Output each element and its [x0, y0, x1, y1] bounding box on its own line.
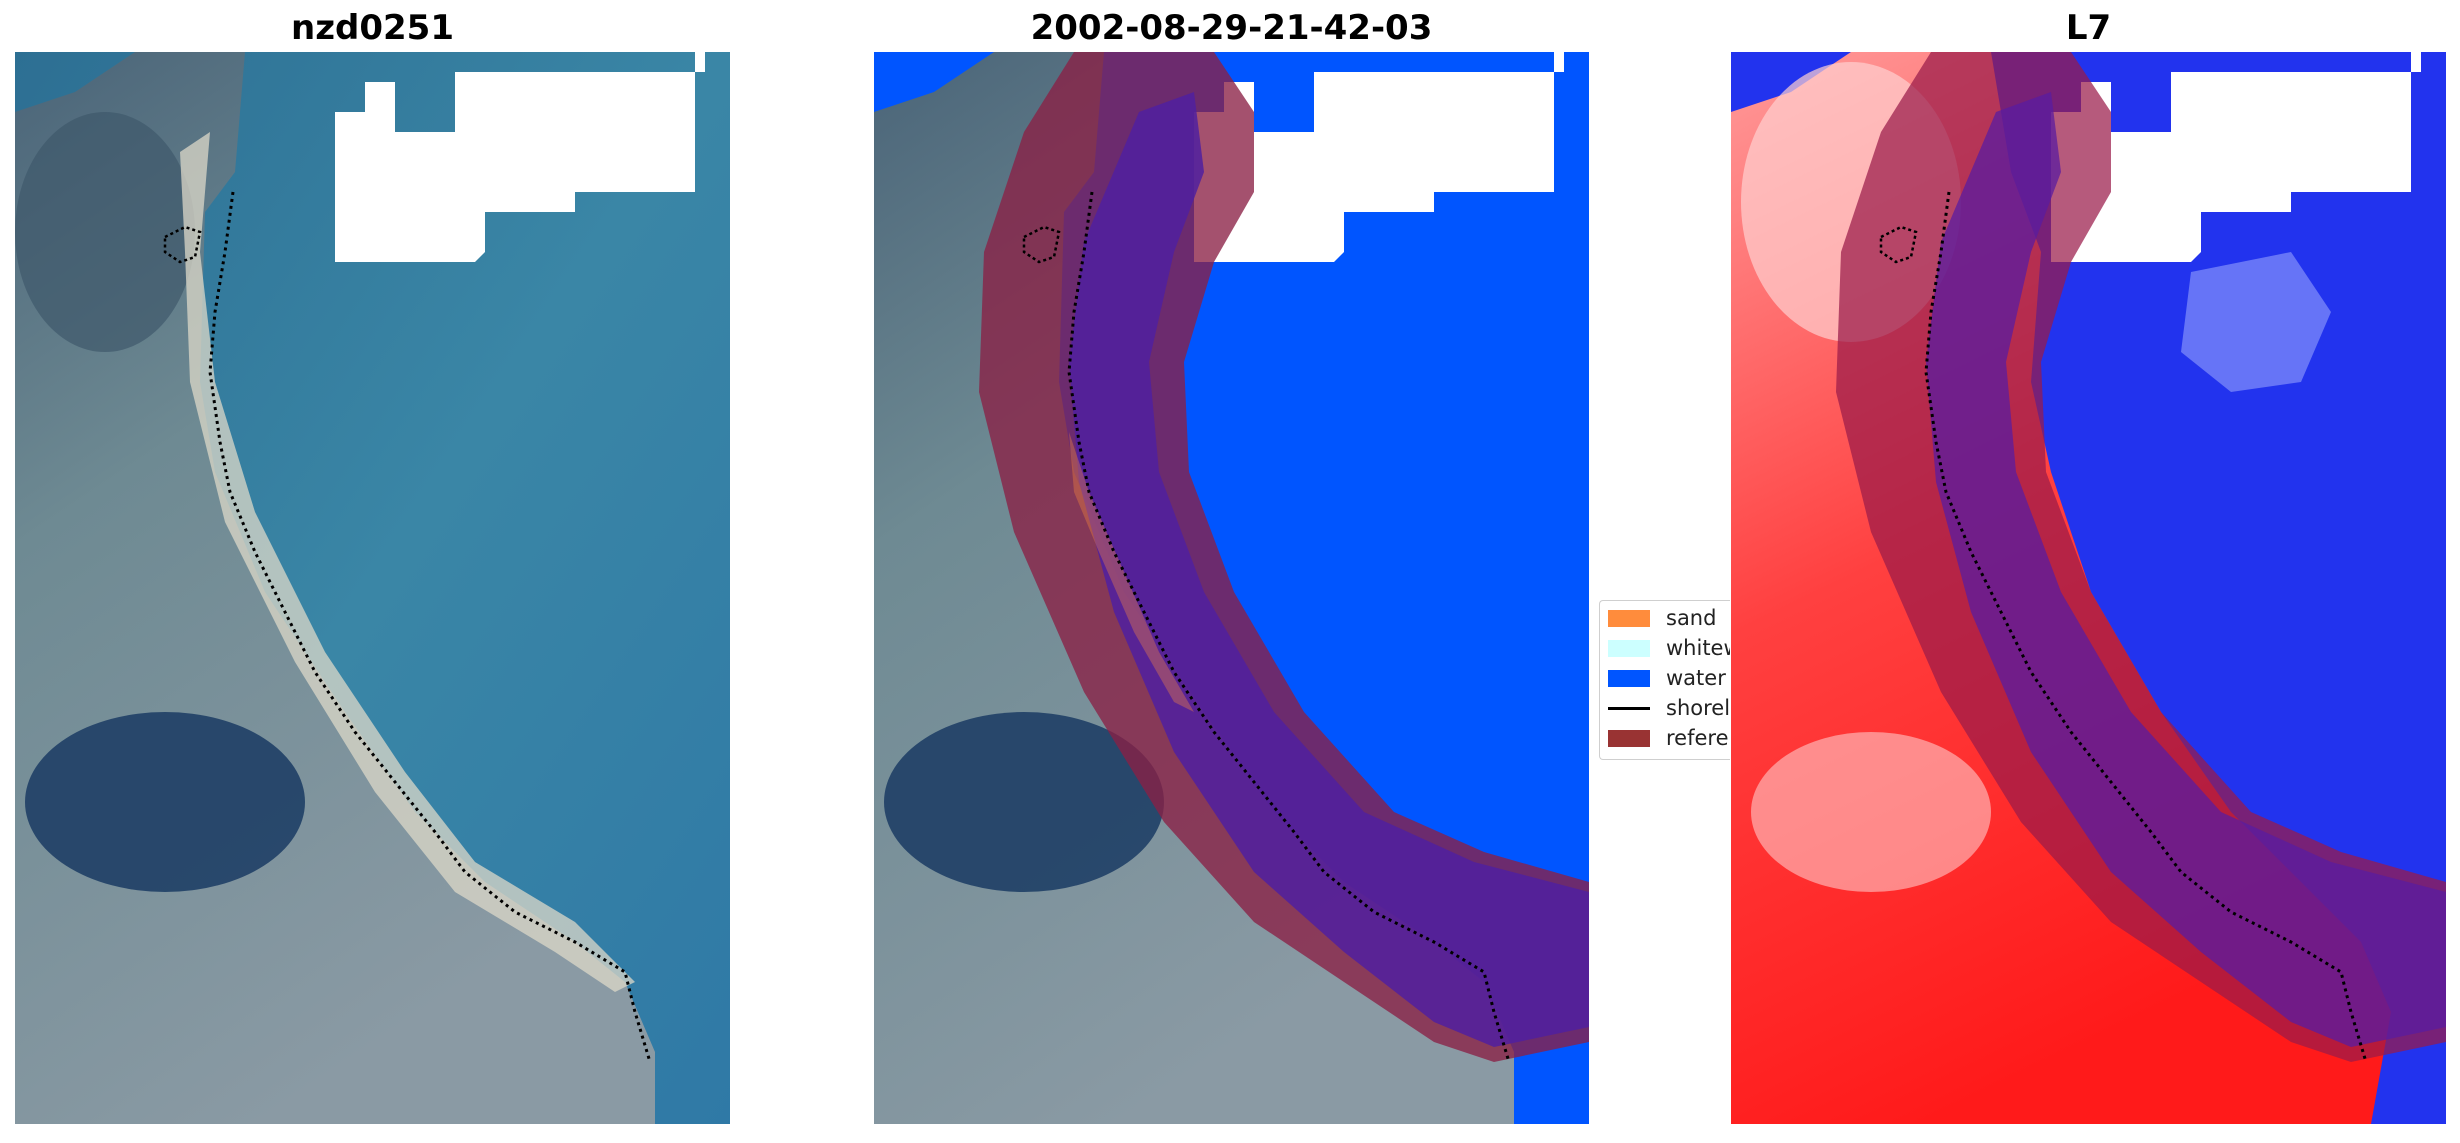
beach-strip [180, 132, 635, 992]
legend-swatch-water [1608, 669, 1650, 687]
classification-panel [874, 52, 1589, 1124]
legend-swatch-reference [1608, 729, 1650, 747]
legend-item-sand: sand [1608, 603, 1716, 633]
legend-label-water: water [1666, 666, 1726, 690]
legend-item-water: water [1608, 663, 1726, 693]
panel-title-classification: 2002-08-29-21-42-03 [1030, 8, 1433, 48]
legend-label-reference: reference [1666, 726, 1730, 750]
dark-hill [15, 112, 195, 352]
index-panel [1731, 52, 2446, 1124]
reference-loop [163, 225, 202, 264]
pale-land-patch-2 [1751, 732, 1991, 892]
legend-label-shoreline: shoreline [1666, 696, 1730, 720]
index-image [1731, 52, 2446, 1124]
nodata-white-area [2051, 52, 2421, 262]
reference-loop [1879, 225, 1918, 264]
legend-label-sand: sand [1666, 606, 1717, 630]
rgb-satellite-image [15, 52, 730, 1124]
legend-item-reference: reference [1608, 723, 1730, 753]
reference-loop [1022, 225, 1061, 264]
legend-swatch-sand [1608, 609, 1650, 627]
classification-image [874, 52, 1589, 1124]
legend-swatch-whitewater [1608, 639, 1650, 657]
dark-lagoon [25, 712, 305, 892]
nodata-white-area [335, 52, 730, 262]
pale-water-patch [2181, 252, 2331, 392]
reference-buffer-inner [1926, 92, 2446, 1047]
dark-lagoon [884, 712, 1164, 892]
legend-line-shoreline [1608, 706, 1650, 710]
nodata-white-area [1194, 52, 1564, 262]
reference-buffer-inner [1069, 92, 1589, 1047]
rgb-image-panel [15, 52, 730, 1124]
panel-title-index: L7 [2065, 8, 2112, 48]
legend-item-shoreline: shoreline [1608, 693, 1730, 723]
panel-title-rgb: nzd0251 [291, 8, 454, 48]
